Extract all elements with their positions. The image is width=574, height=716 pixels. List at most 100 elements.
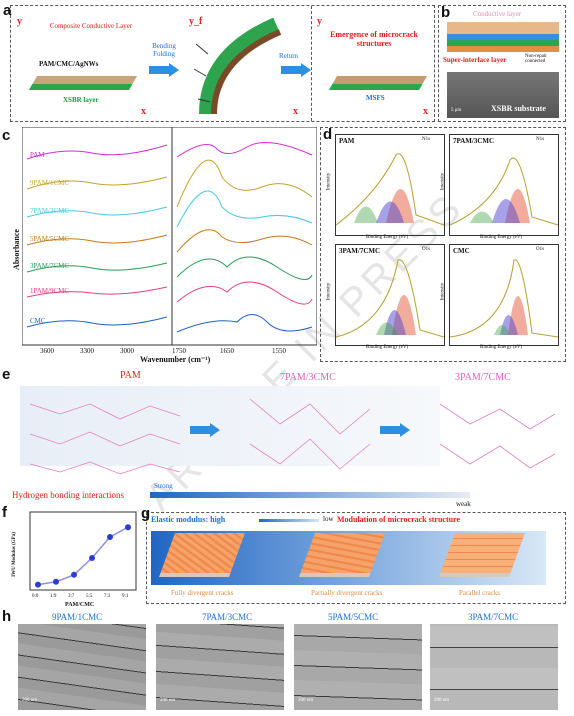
g-caption-2: Parallel cracks — [459, 589, 501, 597]
xps-sub-1: 7PAM/3CMC N1s Intensity Binding Energy (… — [440, 134, 559, 240]
xps-curves-1 — [450, 157, 558, 226]
panel-b: b Conductive layer Super-interface layer… — [438, 4, 566, 122]
panel-c: c Absorbance PAM 9PAM/1CMC 7PAM/3CMC 5PA… — [2, 125, 317, 364]
e-title-0: PAM — [120, 370, 141, 381]
f-point-3 — [89, 555, 95, 561]
e-molecules — [29, 398, 556, 475]
panel-a: a y Composite Conductive Layer PAM/CMC/A… — [3, 2, 435, 122]
panel-b-top: Conductive layer — [473, 10, 522, 18]
panel-a-msfs: MSFS — [366, 94, 385, 102]
sem-image-0 — [18, 624, 146, 710]
f-point-4 — [107, 534, 113, 540]
f-chart — [29, 511, 137, 591]
panel-a-film: PAM/CMC/AgNWs — [39, 60, 99, 68]
g-caption-1: Partially divergent cracks — [311, 589, 383, 597]
arrow-2 — [281, 66, 301, 74]
panel-d-label: d — [323, 126, 333, 143]
f-point-2 — [71, 571, 77, 578]
f-xtick-2: 3:7 — [68, 594, 75, 599]
panel-b-side: Non-repair connected — [525, 54, 547, 64]
panel-e: e PAM 7PAM/3CMC 3PAM/7CMC Hydrogen bondi… — [2, 366, 566, 508]
xps-sub-0: PAM N1s Intensity Binding Energy (eV) — [326, 134, 445, 240]
g-left: Elastic modulus: high — [151, 515, 226, 524]
xps-ylabel-2: Intensity — [326, 282, 332, 301]
g-caption-0: Fully divergent cracks — [171, 589, 234, 597]
xtick-r-0: 1750 — [172, 347, 186, 355]
f-line — [37, 526, 129, 586]
panel-h-label: h — [2, 608, 12, 625]
panel-b-label: b — [441, 4, 451, 21]
xtick-l-2: 3000 — [120, 347, 134, 355]
panel-a-result: Emergence of microcrack structures — [330, 30, 418, 48]
series-label-5: 1PAM/9CMC — [30, 287, 70, 295]
xps-tag-3: O1s — [536, 247, 545, 252]
panel-b-bottom: XSBR substrate — [491, 104, 546, 113]
xps-name-2: 3PAM/7CMC — [339, 247, 381, 255]
xtick-l-0: 3600 — [40, 347, 54, 355]
f-axes — [29, 511, 137, 591]
e-bar-strong: Strong — [154, 482, 173, 490]
h-scale-0: 200 nm — [22, 698, 38, 703]
xps-ylabel-1: Intensity — [440, 172, 446, 191]
e-bar-weak: weak — [456, 500, 471, 508]
e-gradient-bar — [150, 492, 470, 498]
xps-sub-2: 3PAM/7CMC O1s Intensity Binding Energy (… — [326, 244, 445, 350]
panel-g: g Elastic modulus: high low Modulation o… — [141, 505, 566, 604]
panel-a-substrate: XSBR layer — [63, 96, 99, 104]
e-arrow-2 — [380, 426, 400, 434]
panel-a-label: a — [3, 2, 12, 19]
panel-c-ylabel: Absorbance — [11, 229, 21, 270]
series-label-2: 7PAM/3CMC — [30, 207, 70, 215]
h-scale-1: 200 nm — [160, 698, 176, 703]
xps-xlabel-2: Binding Energy (eV) — [366, 345, 409, 350]
xps-tag-2: O1s — [422, 247, 431, 252]
e-arrow-1 — [190, 426, 210, 434]
sem-image-1 — [156, 624, 284, 710]
g-small-bar — [259, 519, 319, 522]
xps-name-1: 7PAM/3CMC — [453, 137, 495, 145]
xps-name-3: CMC — [453, 247, 470, 255]
panel-b-scale: 5 μm — [451, 108, 462, 113]
bent-film — [193, 17, 282, 115]
series-label-4: 3PAM/7CMC — [30, 262, 70, 270]
xtick-l-1: 3300 — [80, 347, 94, 355]
f-ylabel: IWU Modulus (GPa) — [11, 532, 17, 577]
h-title-2: 5PAM/5CMC — [328, 612, 379, 622]
cracked-film — [328, 76, 428, 90]
h-scale-2: 200 nm — [298, 698, 314, 703]
arrow-1-head — [169, 63, 179, 77]
h-title-3: 3PAM/7CMC — [468, 612, 519, 622]
f-xtick-0: 0:0 — [32, 594, 39, 599]
xtick-r-4: 1550 — [272, 347, 286, 355]
arrow-2-head — [301, 63, 311, 77]
e-arrow-1-head — [210, 423, 220, 437]
e-title-1: 7PAM/3CMC — [280, 372, 336, 383]
xps-name-0: PAM — [339, 137, 355, 145]
xps-curves-2 — [336, 259, 444, 338]
xps-ylabel-3: Intensity — [440, 282, 446, 301]
ftir-plot — [22, 127, 317, 346]
flat-film — [28, 76, 138, 90]
g-title: Modulation of microcrack structure — [337, 515, 461, 524]
f-point-0 — [35, 581, 41, 588]
xps-curves-0 — [336, 153, 444, 226]
f-xtick-3: 5:5 — [86, 594, 93, 599]
sem-image-3 — [430, 624, 558, 710]
panel-e-label: e — [2, 366, 11, 383]
series-label-1: 9PAM/1CMC — [30, 179, 70, 187]
axis-y-3: y — [317, 16, 322, 27]
panel-c-label: c — [2, 127, 11, 144]
xps-sub-3: CMC O1s Intensity Binding Energy (eV) — [440, 244, 559, 350]
divider — [311, 6, 312, 121]
xps-tag-1: N1s — [536, 137, 545, 142]
f-xlabel: PAM/CMC — [65, 602, 95, 608]
arrow-1 — [149, 66, 169, 74]
series-label-0: PAM — [30, 151, 45, 159]
f-point-5 — [125, 524, 131, 531]
panel-c-xlabel: Wavenumber (cm⁻¹) — [140, 355, 211, 364]
arrow-label-2: Return — [279, 52, 299, 60]
e-bar-left: Hydrogen bonding interactions — [12, 490, 124, 500]
series-label-3: 5PAM/5CMC — [30, 235, 70, 243]
sem-image-2 — [294, 624, 422, 710]
xps-ylabel-0: Intensity — [326, 172, 332, 191]
